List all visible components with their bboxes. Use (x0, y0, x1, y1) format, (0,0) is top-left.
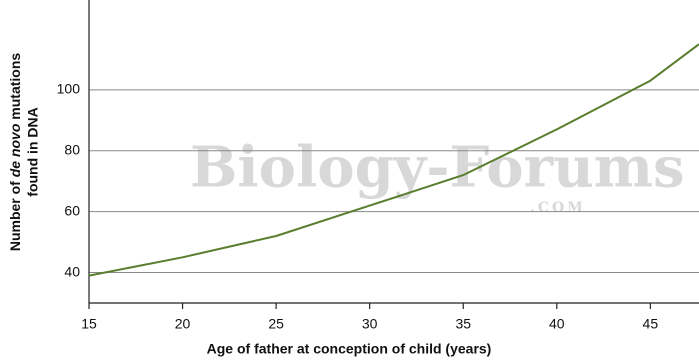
watermark: Biology-Forums (190, 135, 685, 201)
x-tick-label: 45 (643, 316, 659, 332)
x-tick-label: 25 (268, 316, 284, 332)
x-tick-label: 40 (549, 316, 565, 332)
y-axis-label: found in DNA (25, 107, 41, 196)
y-label-part: Number of (7, 177, 23, 251)
x-tick-label: 15 (81, 316, 97, 332)
y-tick-label: 60 (64, 202, 80, 218)
watermark: .COM (530, 200, 586, 216)
y-tick-label: 40 (64, 263, 80, 279)
y-tick-label: 80 (64, 141, 80, 157)
y-label-part: de novo (7, 123, 23, 177)
x-tick-label: 30 (362, 316, 378, 332)
y-axis-label: Number of de novo mutations (7, 53, 23, 252)
data-line (88, 43, 699, 277)
y-tick-label: 100 (57, 81, 81, 97)
x-axis-label: Age of father at conception of child (ye… (207, 341, 492, 357)
x-tick-label: 35 (455, 316, 471, 332)
y-label-part: mutations (7, 53, 23, 124)
x-tick-label: 20 (175, 316, 191, 332)
